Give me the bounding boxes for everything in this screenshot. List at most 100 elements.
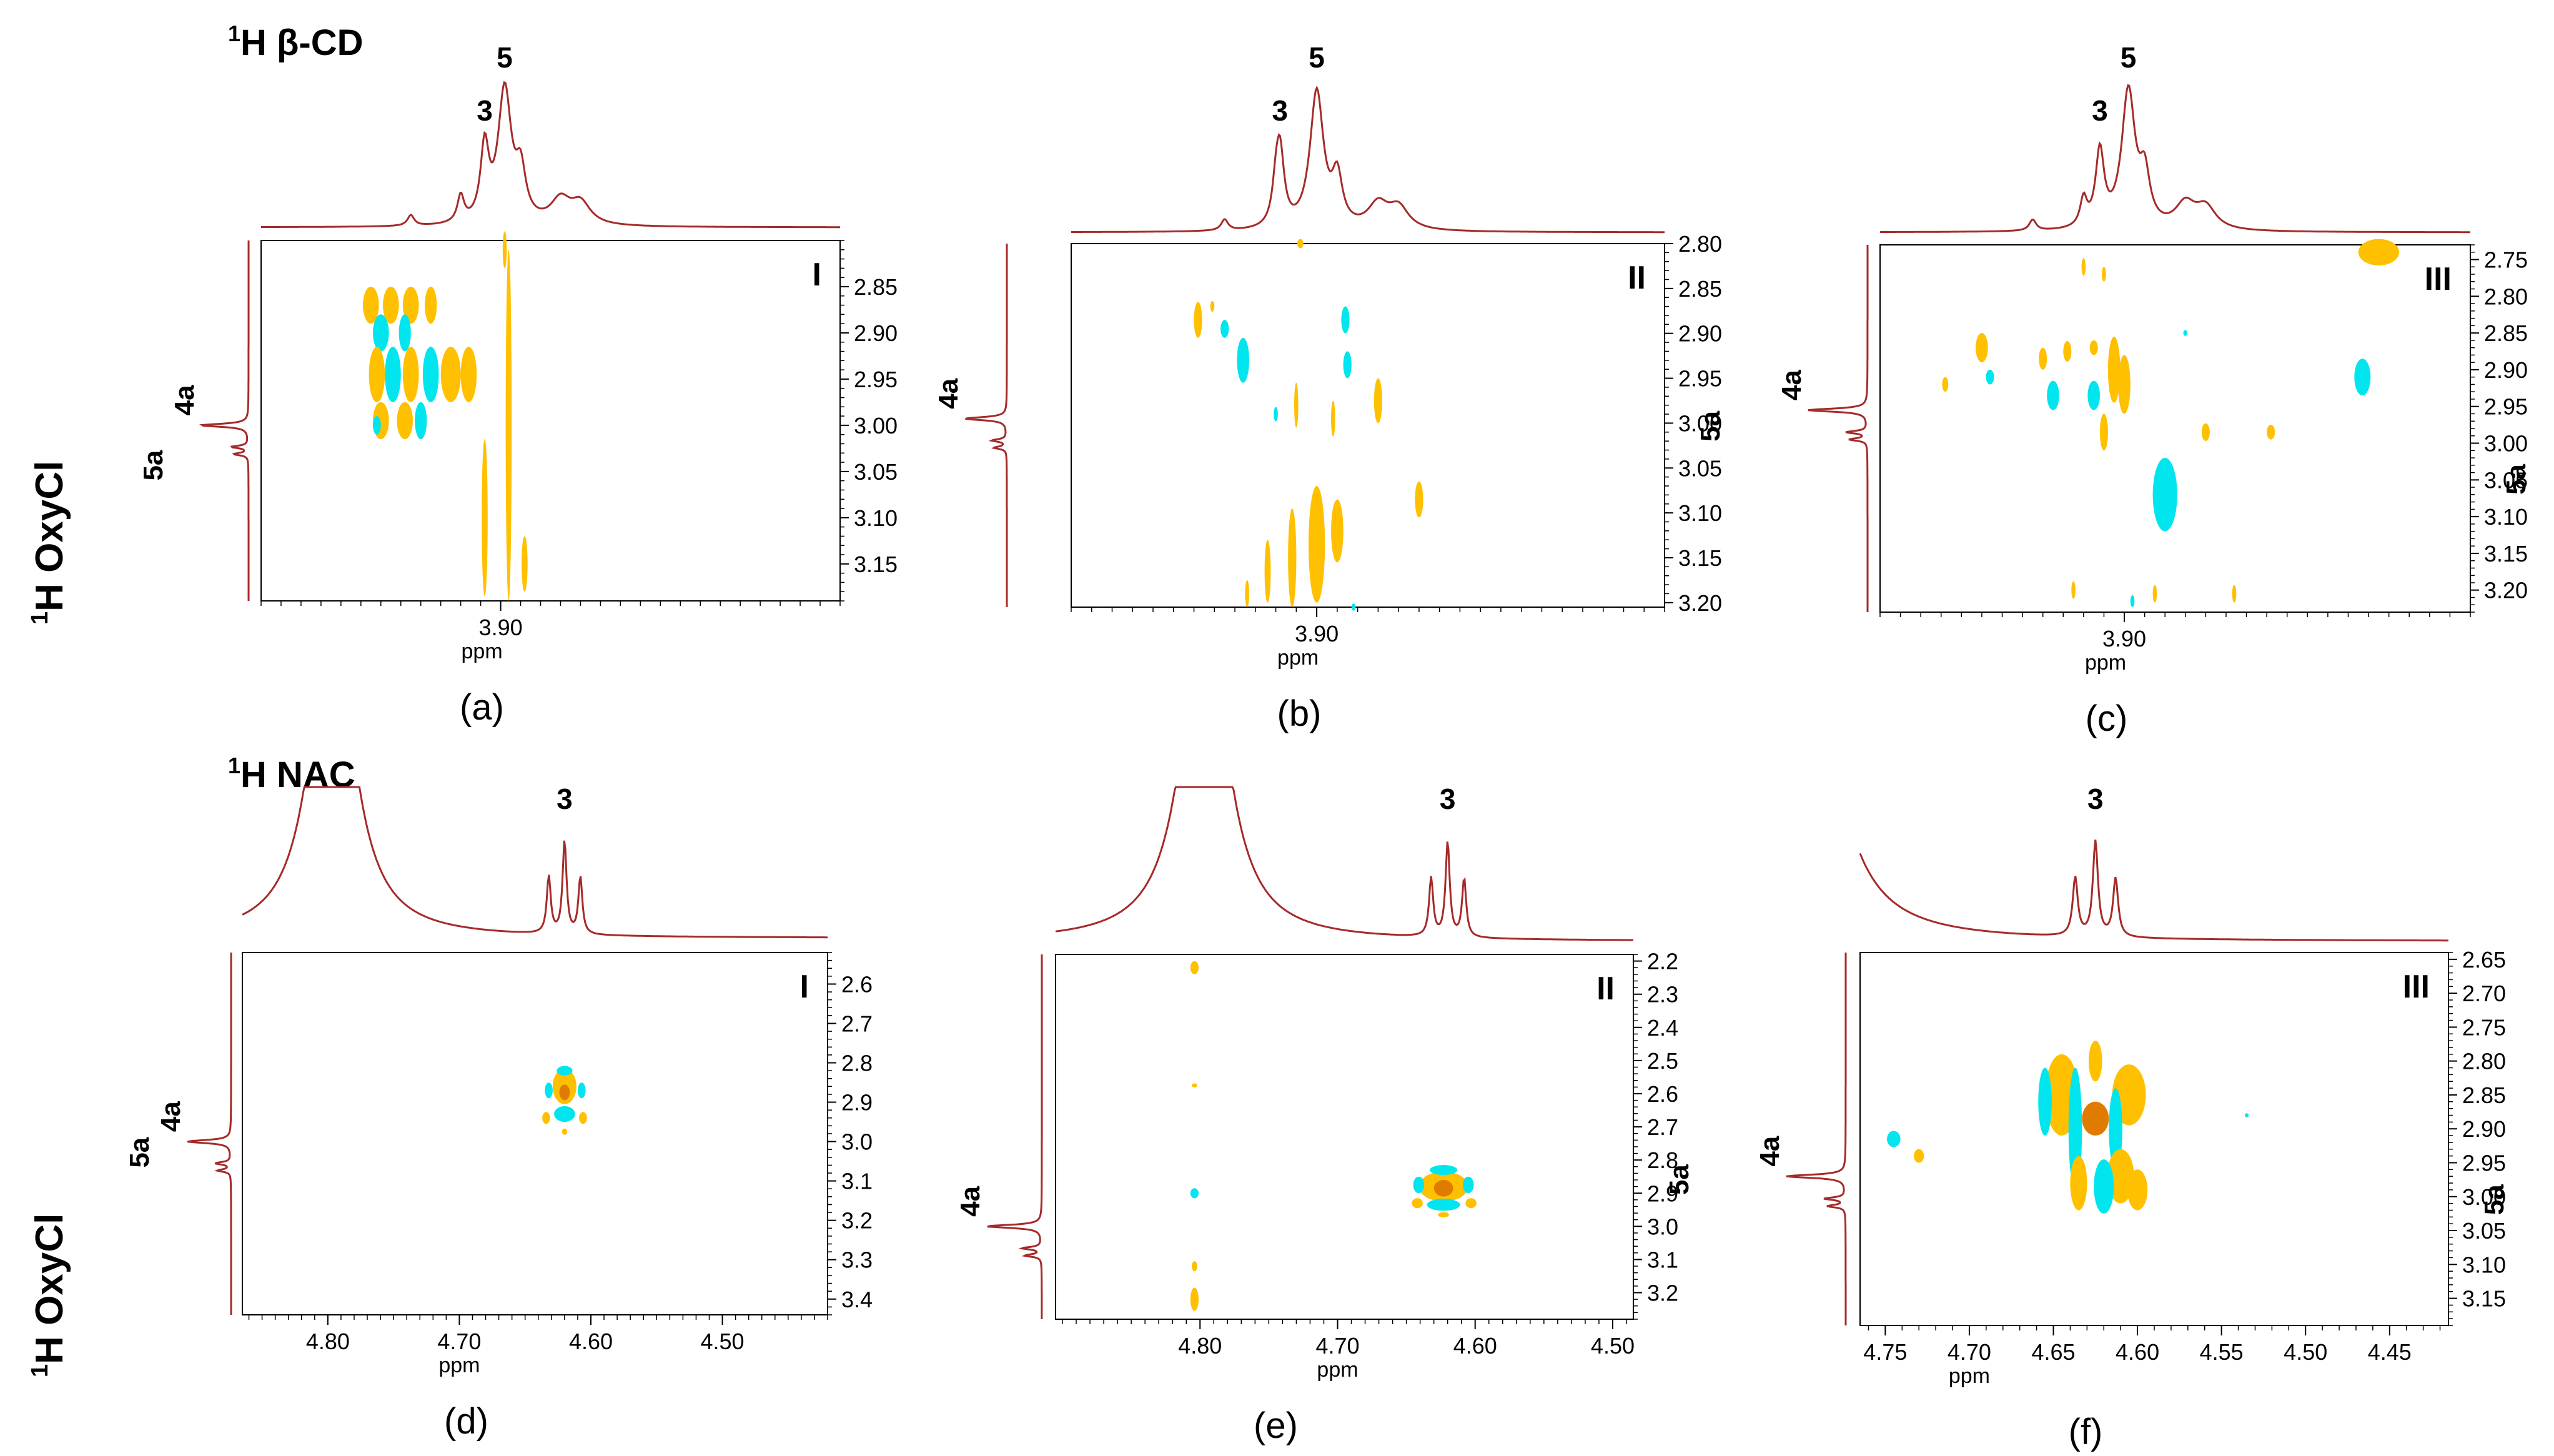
y-tick-label: 3.0 bbox=[841, 1129, 873, 1155]
x-tick-label: 4.60 bbox=[2116, 1339, 2159, 1365]
positive-cross-peak bbox=[1192, 1261, 1197, 1272]
negative-cross-peak bbox=[2109, 1088, 2122, 1170]
y-axis: 2.2 2.3 2.4 2.5 2.6 2.7 2.8 2.9 3.0 3.1 3.2 bbox=[1633, 949, 1678, 1320]
y-tick-label: 2.75 bbox=[2484, 247, 2528, 273]
y-tick-label: 3.15 bbox=[2462, 1286, 2506, 1312]
x-axis-label: ppm bbox=[438, 1354, 480, 1377]
negative-cross-peak bbox=[2094, 1159, 2114, 1214]
x-tick-label: 4.50 bbox=[701, 1329, 745, 1354]
x-tick-label: 4.60 bbox=[1453, 1333, 1497, 1359]
negative-cross-peak bbox=[1413, 1176, 1425, 1194]
positive-cross-peak bbox=[1976, 333, 1988, 363]
x-tick-label: 4.80 bbox=[1178, 1333, 1222, 1359]
positive-cross-peak bbox=[542, 1112, 550, 1124]
side-label-5a: 5a bbox=[124, 1137, 155, 1167]
positive-cross-peak bbox=[2081, 258, 2086, 276]
peak-label-5: 5 bbox=[497, 41, 513, 74]
positive-cross-peak bbox=[402, 287, 419, 324]
negative-cross-peak bbox=[2354, 359, 2371, 396]
y-tick-label: 2.7 bbox=[841, 1011, 873, 1036]
side-label-4a: 4a bbox=[1776, 370, 1807, 400]
top-spectrum: 35 bbox=[1880, 41, 2470, 234]
positive-cross-peak bbox=[1194, 302, 1202, 338]
panel-letter: (f) bbox=[2069, 1412, 2103, 1452]
negative-cross-peak bbox=[2245, 1113, 2249, 1117]
y-tick-label: 3.05 bbox=[854, 459, 898, 485]
cross-peak-core bbox=[2082, 1101, 2109, 1136]
y-tick-label: 2.8 bbox=[841, 1051, 873, 1076]
positive-cross-peak bbox=[522, 536, 528, 592]
negative-cross-peak bbox=[2038, 1067, 2052, 1136]
row-a-side-label: 1H OxyCl bbox=[27, 461, 71, 625]
y-tick-label: 3.1 bbox=[841, 1169, 873, 1194]
row-a-nucleus-label: 1H β-CD bbox=[228, 21, 364, 63]
positive-cross-peak bbox=[402, 347, 419, 402]
panel-letter: (a) bbox=[460, 687, 504, 728]
side-trace bbox=[987, 954, 1043, 1319]
cross-peak-core bbox=[559, 1084, 570, 1101]
negative-cross-peak bbox=[1274, 407, 1278, 422]
y-tick-label: 3.10 bbox=[2462, 1252, 2506, 1277]
cross-peaks bbox=[1190, 961, 1477, 1311]
plot-frame bbox=[1055, 954, 1634, 1320]
panel-roman-numeral: I bbox=[813, 257, 821, 293]
top-trace bbox=[1055, 786, 1633, 941]
y-tick-label: 3.0 bbox=[1647, 1214, 1678, 1239]
plot-frame bbox=[260, 240, 841, 602]
panel-roman-numeral: III bbox=[2403, 969, 2430, 1005]
x-tick-label: 4.50 bbox=[2284, 1339, 2327, 1365]
y-tick-label: 2.7 bbox=[1647, 1114, 1678, 1140]
negative-cross-peak bbox=[1462, 1176, 1474, 1194]
negative-cross-peak bbox=[1351, 603, 1356, 611]
cross-peak-core bbox=[1433, 1180, 1453, 1197]
side-label-4a: 4a bbox=[955, 1186, 986, 1216]
panel-roman-numeral: II bbox=[1628, 260, 1646, 296]
plot-frame bbox=[242, 952, 828, 1315]
y-tick-label: 3.15 bbox=[854, 552, 898, 577]
positive-cross-peak bbox=[2118, 355, 2131, 414]
y-tick-label: 2.3 bbox=[1647, 982, 1678, 1008]
y-tick-label: 3.05 bbox=[1678, 455, 1722, 481]
peak-label-3: 3 bbox=[1272, 94, 1288, 127]
peak-label-3: 3 bbox=[477, 94, 493, 127]
side-label-4a: 4a bbox=[156, 1101, 186, 1132]
y-tick-label: 2.90 bbox=[854, 320, 898, 346]
positive-cross-peak bbox=[2039, 347, 2047, 370]
plot-frame bbox=[1071, 243, 1665, 608]
y-tick-label: 3.15 bbox=[1678, 545, 1722, 571]
positive-cross-peak bbox=[1210, 301, 1215, 312]
panel-f: 3 4a 5a III 2.65 2.70 2.75 2.80 2.85 2.90 2.95 3.00… bbox=[1755, 783, 2510, 1452]
peak-label-5: 5 bbox=[2121, 41, 2137, 74]
negative-cross-peak bbox=[1341, 306, 1350, 334]
positive-cross-peak bbox=[562, 1128, 568, 1135]
side-trace bbox=[187, 953, 232, 1315]
negative-cross-peak bbox=[2047, 380, 2059, 410]
y-axis: 2.85 2.90 2.95 3.00 3.05 3.10 3.15 bbox=[840, 240, 898, 602]
y-tick-label: 3.00 bbox=[2484, 431, 2528, 457]
cross-peaks bbox=[363, 231, 528, 601]
y-tick-label: 2.90 bbox=[2462, 1116, 2506, 1142]
negative-cross-peak bbox=[1430, 1165, 1458, 1176]
peak-label-3: 3 bbox=[1440, 783, 1456, 815]
top-spectrum: 3 bbox=[1859, 783, 2448, 942]
positive-cross-peak bbox=[1942, 377, 1949, 392]
positive-cross-peak bbox=[2089, 1041, 2102, 1082]
positive-cross-peak bbox=[1465, 1198, 1477, 1209]
peak-label-5: 5 bbox=[1309, 41, 1325, 74]
positive-cross-peak bbox=[2358, 239, 2399, 265]
negative-cross-peak bbox=[385, 347, 401, 402]
positive-cross-peak bbox=[2063, 341, 2072, 362]
side-trace bbox=[1808, 245, 1869, 612]
positive-cross-peak bbox=[363, 287, 379, 324]
x-tick-label: 4.65 bbox=[2031, 1339, 2075, 1365]
positive-cross-peak bbox=[2089, 340, 2098, 355]
y-tick-label: 2.85 bbox=[1678, 276, 1722, 302]
y-tick-label: 2.2 bbox=[1647, 949, 1678, 974]
x-axis-label: ppm bbox=[462, 640, 503, 663]
positive-cross-peak bbox=[2267, 425, 2275, 440]
x-tick-label: 4.45 bbox=[2368, 1339, 2412, 1365]
x-axis-label: ppm bbox=[1277, 646, 1319, 670]
positive-cross-peak bbox=[1331, 400, 1335, 437]
y-tick-label: 2.5 bbox=[1647, 1048, 1678, 1074]
